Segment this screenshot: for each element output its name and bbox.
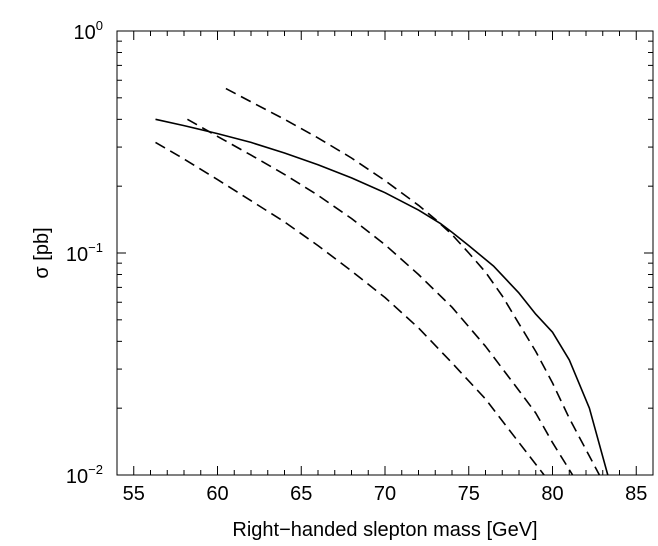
series-line-2 xyxy=(225,87,601,476)
x-tick-label: 70 xyxy=(374,483,396,505)
x-tick-label: 65 xyxy=(290,483,312,505)
series-line-3 xyxy=(187,118,574,476)
series-line-1 xyxy=(155,118,609,476)
y-tick-label: 100 xyxy=(74,18,103,44)
series-group xyxy=(155,87,609,476)
x-tick-label: 75 xyxy=(458,483,480,505)
y-tick-label: 10−2 xyxy=(66,462,103,488)
x-ticks: 55 60 65 70 75 80 85 xyxy=(123,31,647,505)
x-tick-label: 85 xyxy=(625,483,647,505)
x-axis-label: Right−handed slepton mass [GeV] xyxy=(232,519,537,541)
x-tick-label: 80 xyxy=(541,483,563,505)
x-tick-label: 55 xyxy=(123,483,145,505)
y-axis-label: σ [pb] xyxy=(31,227,53,278)
x-tick-label: 60 xyxy=(206,483,228,505)
series-line-4 xyxy=(155,141,545,476)
y-tick-label: 10−1 xyxy=(66,240,103,266)
y-ticks: 100 10−1 10−2 xyxy=(66,18,653,488)
plot-frame xyxy=(116,30,654,476)
